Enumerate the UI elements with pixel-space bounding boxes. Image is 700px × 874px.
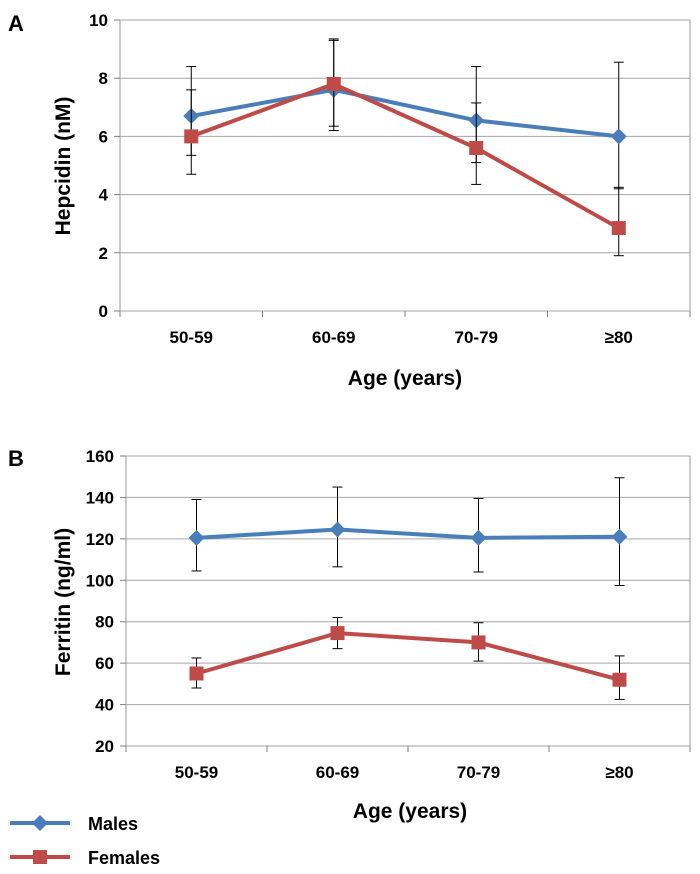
panel-b-females-point <box>471 635 486 650</box>
panel-a-ylabel: Hepcidin (nM) <box>52 97 75 236</box>
panel-b-females-point <box>330 626 345 641</box>
panel-a-males-line <box>190 87 619 139</box>
panel-b-x-tick-label: 60-69 <box>316 763 359 782</box>
panel-b-x-tick-label: ≥80 <box>605 763 633 782</box>
panel-b-females-line <box>195 631 621 682</box>
panel-a-males-point <box>610 128 627 145</box>
panel-b-plot-frame <box>125 455 691 747</box>
panel-a-y-tick-label: 0 <box>99 302 108 321</box>
panel-b-males-point <box>329 521 346 538</box>
panel-a-females-point <box>184 129 199 144</box>
panel-b-y-tick-label: 40 <box>95 696 114 715</box>
panel-a-x-tick-label: ≥80 <box>605 328 633 347</box>
panel-a-y-tick-label: 8 <box>99 69 108 88</box>
panel-a-y-tick-label: 2 <box>99 244 108 263</box>
panel-b-x-tick-label: 50-59 <box>175 763 218 782</box>
panel-a-females-point <box>469 141 484 156</box>
panel-b-y-tick-label: 140 <box>86 488 114 507</box>
panel-a-plot-frame <box>119 19 691 312</box>
panel-b-females-point <box>189 666 204 681</box>
panel-a-x-tick-label: 70-79 <box>455 328 498 347</box>
panel-a-y-tick-label: 4 <box>99 186 109 205</box>
panel-a-females-point <box>326 77 341 92</box>
panel-b-y-tick-label: 20 <box>95 737 114 756</box>
panel-b-x-tick-label: 70-79 <box>457 763 500 782</box>
panel-a-females-line <box>190 82 620 230</box>
panel-b-males-point <box>188 529 205 546</box>
panel-a-y-tick-label: 10 <box>89 11 108 30</box>
panel-b-y-tick-label: 100 <box>86 571 114 590</box>
panel-a-x-tick-label: 60-69 <box>312 328 355 347</box>
panel-b-y-tick-label: 80 <box>95 613 114 632</box>
panel-b-ylabel: Ferritin (ng/ml) <box>52 528 75 676</box>
panel-b-y-tick-label: 160 <box>86 447 114 466</box>
legend-label-males: Males <box>88 814 138 834</box>
panel-b-xlabel: Age (years) <box>353 800 467 823</box>
panel-a-plot: 0 2 4 6 8 10 50-59 60-69 70-79 ≥80 <box>89 11 691 347</box>
panel-b-males-line <box>196 527 620 540</box>
panel-a-y-tick-label: 6 <box>99 127 108 146</box>
panel-a-females-point <box>611 221 626 236</box>
panel-a-xlabel: Age (years) <box>348 367 462 390</box>
panel-b-y-tick-label: 60 <box>95 654 114 673</box>
panel-b-plot: 20 40 60 80 100 120 140 160 50-59 60-69 70-79 ≥80 <box>86 447 691 782</box>
legend-marker-males <box>32 815 48 831</box>
panel-a-x-tick-label: 50-59 <box>170 328 213 347</box>
legend: Males Females <box>10 814 160 868</box>
panel-b-males-point <box>470 529 487 546</box>
panel-b-females-point <box>612 672 627 687</box>
panel-b-y-tick-label: 120 <box>86 530 114 549</box>
panel-b-label: B <box>8 446 24 471</box>
legend-label-females: Females <box>88 848 160 868</box>
panel-a-label: A <box>8 11 24 36</box>
legend-marker-females <box>33 850 47 864</box>
panel-b-males-point <box>611 528 628 545</box>
